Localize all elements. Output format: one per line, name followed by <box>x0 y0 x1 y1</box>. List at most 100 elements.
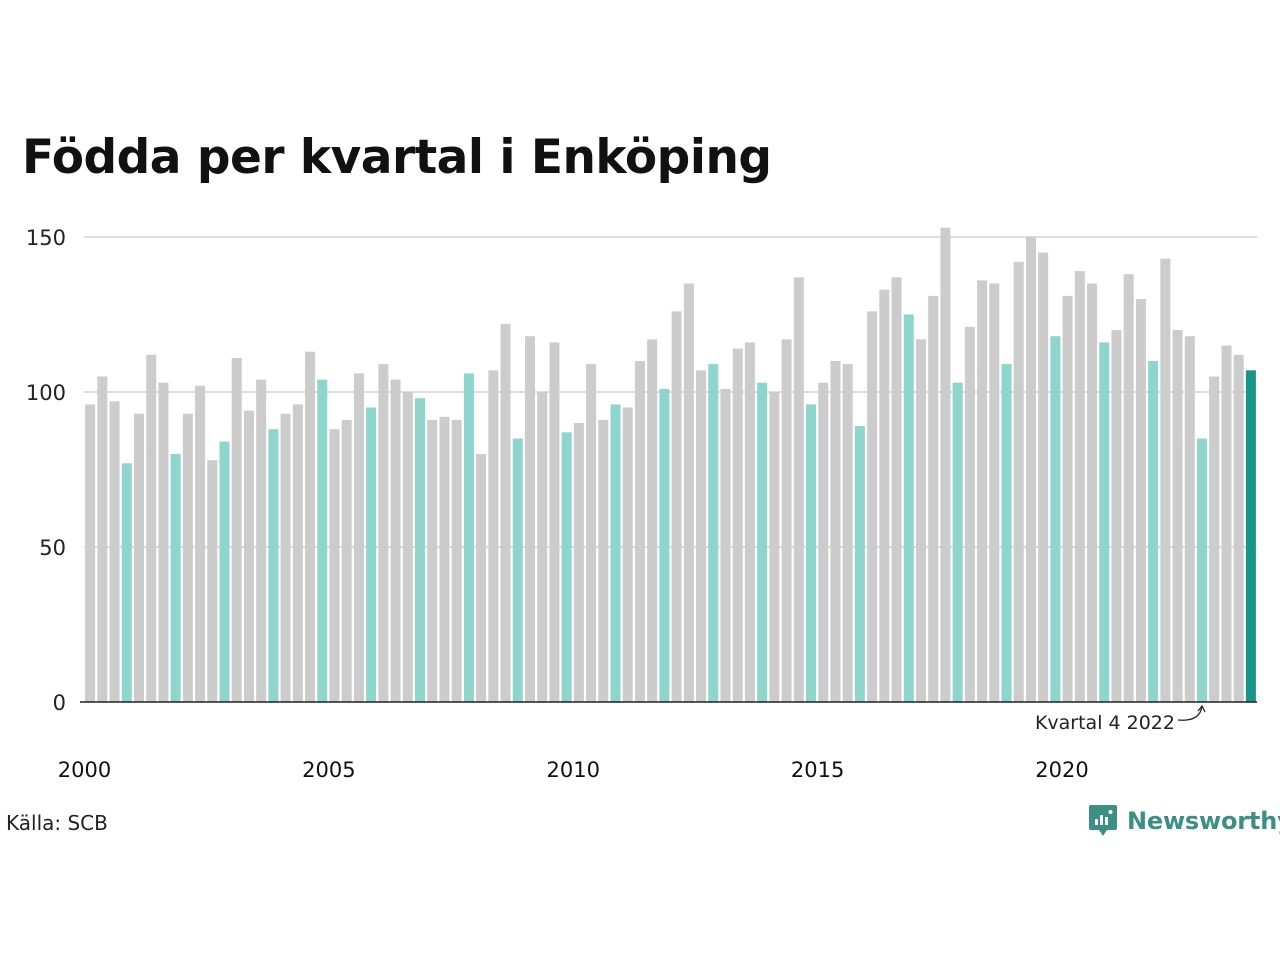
bar: 2015 K2: 110 <box>830 361 841 702</box>
bar: 2014 K3: 137 <box>793 277 804 702</box>
bar: 2014 K2: 117 <box>781 339 792 702</box>
bar: 2010 K3: 91 <box>598 419 609 702</box>
x-tick-label: 2005 <box>302 758 355 782</box>
bar: 2022 K2: 120 <box>1172 330 1183 702</box>
y-tick-label: 50 <box>39 536 66 560</box>
bar: 2008 K1: 80 <box>476 454 487 702</box>
bar: 2006 K3: 100 <box>402 392 413 702</box>
bar: 2020 K1: 131 <box>1062 295 1073 702</box>
bar: 2003 K2: 94 <box>243 410 254 702</box>
bar: 2004 K4: 104 <box>317 379 328 702</box>
bar: 2002 K1: 93 <box>182 413 193 702</box>
bar: 2016 K1: 126 <box>867 311 878 702</box>
x-tick-label: 2020 <box>1035 758 1088 782</box>
bar: 2012 K3: 107 <box>696 370 707 702</box>
bar: 2022 K3: 118 <box>1184 336 1195 702</box>
x-tick-label: 2010 <box>547 758 600 782</box>
bar: 2008 K4: 85 <box>512 438 523 702</box>
bar: 2015 K4: 89 <box>854 426 865 702</box>
bar: 2004 K3: 113 <box>305 351 316 702</box>
bar: 2001 K2: 112 <box>146 354 157 702</box>
bar: 2012 K1: 126 <box>671 311 682 702</box>
bar: 2000 K2: 105 <box>97 376 108 702</box>
bar: 2013 K2: 114 <box>732 348 743 702</box>
bar: 2002 K2: 102 <box>195 385 206 702</box>
bar: 2005 K2: 91 <box>341 419 352 702</box>
bar: 2019 K4: 118 <box>1050 336 1061 702</box>
bar: 2005 K4: 95 <box>366 407 377 702</box>
y-axis-ticks: 0 50 100 150 <box>26 226 66 715</box>
bar: 2004 K1: 93 <box>280 413 291 702</box>
latest-q4-annotation: Kvartal 4 2022 <box>1035 704 1206 734</box>
bar: 2021 K3: 130 <box>1135 299 1146 702</box>
bar: 2009 K2: 100 <box>537 392 548 702</box>
bar: 2018 K2: 136 <box>977 280 988 702</box>
y-tick-label: 150 <box>26 226 66 250</box>
bar: 2002 K4: 84 <box>219 441 230 702</box>
bar: 2014 K4: 96 <box>806 404 817 702</box>
y-tick-label: 0 <box>53 691 66 715</box>
bar: 2021 K4: 110 <box>1148 361 1159 702</box>
bar: 2016 K3: 137 <box>891 277 902 702</box>
bar: 2009 K3: 116 <box>549 342 560 702</box>
bar: 2016 K4: 125 <box>903 314 914 702</box>
bar: 2023 K3: 112 <box>1233 354 1244 702</box>
bar: 2008 K3: 122 <box>500 323 511 702</box>
bar: 2000 K4: 77 <box>121 463 132 702</box>
bar: 2017 K1: 117 <box>915 339 926 702</box>
bar: 2004 K2: 96 <box>292 404 303 702</box>
bar: 2020 K4: 116 <box>1099 342 1110 702</box>
bar: 2023 K4: 107 <box>1245 370 1256 702</box>
bar: 2003 K1: 111 <box>231 357 242 702</box>
bar: 2003 K4: 88 <box>268 429 279 702</box>
bar: 2017 K2: 131 <box>928 295 939 702</box>
bar: 2017 K3: 153 <box>940 227 951 702</box>
bar: 2022 K4: 85 <box>1197 438 1208 702</box>
bar: 2023 K2: 115 <box>1221 345 1232 702</box>
bar: 2023 K1: 105 <box>1209 376 1220 702</box>
source-note: Källa: SCB <box>6 811 108 835</box>
bar: 2000 K1: 96 <box>85 404 96 702</box>
bar: 2009 K4: 87 <box>561 432 572 702</box>
bar-chart: 2000 K1: 962000 K2: 1052000 K3: 972000 K… <box>26 226 1257 782</box>
bar: 2009 K1: 118 <box>524 336 535 702</box>
bar: 2013 K1: 101 <box>720 388 731 702</box>
gridlines <box>84 236 1257 548</box>
chart-title: Födda per kvartal i Enköping <box>22 130 772 185</box>
bar: 2010 K2: 109 <box>586 364 597 702</box>
newsworthy-logo-icon <box>1089 805 1117 836</box>
bar: 2010 K1: 90 <box>573 423 584 702</box>
bar: 2018 K3: 135 <box>989 283 1000 702</box>
bar: 2003 K3: 104 <box>256 379 267 702</box>
bars: 2000 K1: 962000 K2: 1052000 K3: 972000 K… <box>85 227 1256 702</box>
x-tick-label: 2015 <box>791 758 844 782</box>
bar: 2007 K2: 92 <box>439 416 450 702</box>
bar: 2018 K1: 121 <box>964 326 975 702</box>
bar: 2020 K3: 135 <box>1087 283 1098 702</box>
bar: 2008 K2: 107 <box>488 370 499 702</box>
bar: 2015 K1: 103 <box>818 382 829 702</box>
bar: 2016 K2: 133 <box>879 289 890 702</box>
bar: 2001 K3: 103 <box>158 382 169 702</box>
bar: 2012 K4: 109 <box>708 364 719 702</box>
bar: 2019 K2: 150 <box>1025 237 1036 702</box>
bar: 2021 K1: 120 <box>1111 330 1122 702</box>
bar: 2000 K3: 97 <box>109 401 120 702</box>
x-tick-label: 2000 <box>58 758 111 782</box>
brand-name: Newsworthy <box>1127 807 1280 835</box>
annotation-label: Kvartal 4 2022 <box>1035 712 1175 734</box>
bar: 2002 K3: 78 <box>207 460 218 702</box>
bar: 2011 K4: 101 <box>659 388 670 702</box>
y-tick-label: 100 <box>26 381 66 405</box>
bar: 2007 K1: 91 <box>427 419 438 702</box>
bar: 2001 K1: 93 <box>133 413 144 702</box>
bar: 2017 K4: 103 <box>952 382 963 702</box>
bar: 2011 K2: 110 <box>634 361 645 702</box>
bar: 2007 K3: 91 <box>451 419 462 702</box>
bar: 2018 K4: 109 <box>1001 364 1012 702</box>
bar: 2014 K1: 100 <box>769 392 780 702</box>
bar: 2021 K2: 138 <box>1123 274 1134 702</box>
bar: 2013 K3: 116 <box>744 342 755 702</box>
bar: 2013 K4: 103 <box>757 382 768 702</box>
annotation-arrow <box>1177 704 1206 721</box>
